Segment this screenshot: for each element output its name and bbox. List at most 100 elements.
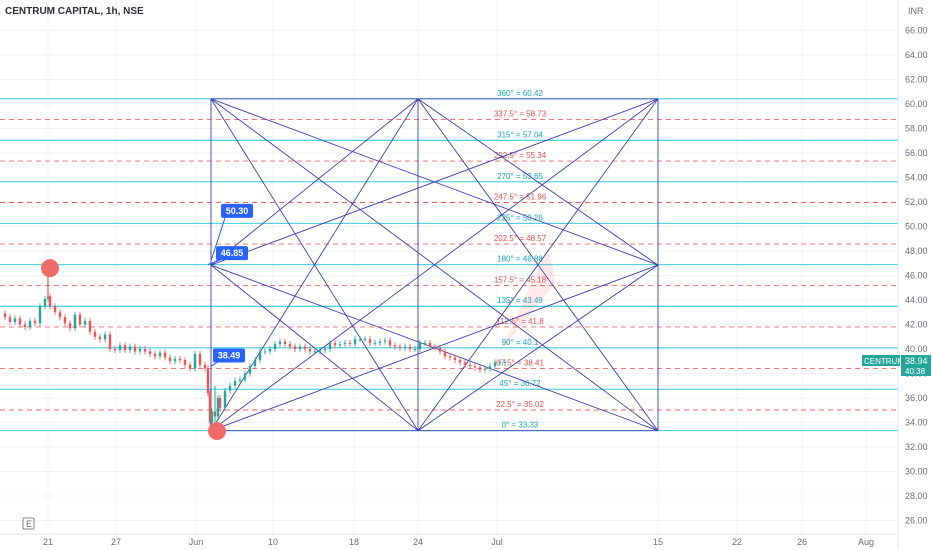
candle-body [313, 351, 317, 353]
candle-body [478, 367, 482, 370]
candle-body [143, 349, 147, 352]
candle-body [128, 346, 132, 351]
pivot-markers [41, 259, 226, 441]
gann-square-line [210, 264, 419, 432]
candle-body [323, 349, 327, 351]
candle-body [210, 411, 214, 423]
candle-body [83, 320, 87, 325]
candle-body [58, 312, 62, 318]
price-badge-pointer [207, 259, 221, 265]
candle-body [373, 342, 377, 344]
candle-body [63, 317, 67, 324]
candle-body [193, 353, 197, 369]
price-tick-label: 40.00 [905, 344, 928, 354]
gann-square-lines [210, 98, 659, 432]
gann-square-line [210, 98, 659, 432]
candle-body [163, 352, 167, 358]
gann-level-label: 270° = 53.65 [497, 172, 543, 181]
price-tick-label: 32.00 [905, 442, 928, 452]
candle-body [503, 361, 507, 363]
candle-body [303, 346, 307, 349]
candle-body [388, 340, 392, 346]
time-axis[interactable]: 21 27 Jun 10 18 24 Jul 15 22 26 Aug [0, 533, 898, 547]
gann-level-label: 337.5° = 58.73 [494, 110, 547, 119]
candle-body [268, 349, 272, 352]
gann-levels: 360° = 60.42 337.5° = 58.73 315° = 57.04 29… [0, 89, 898, 432]
candle-body [393, 345, 397, 347]
candle-body [328, 342, 332, 349]
gann-level-label: 135° = 43.49 [497, 296, 543, 305]
forecast-cone [500, 248, 556, 352]
candle-body [398, 346, 402, 348]
candle-body [223, 390, 227, 408]
candle-body [358, 339, 362, 341]
candle-body [53, 306, 57, 313]
time-tick-label: 26 [797, 537, 807, 547]
candle-body [28, 320, 32, 327]
price-tag-symbol: CENTRUM [864, 357, 904, 366]
e-button[interactable]: E [22, 517, 35, 530]
candle-body [258, 351, 262, 361]
candle-body [13, 318, 17, 323]
price-series [3, 268, 507, 429]
candle-body [413, 349, 417, 350]
candle-body [458, 360, 462, 363]
candle-body [208, 393, 212, 423]
candle-body [263, 351, 267, 353]
candle-body [113, 349, 117, 351]
gann-level-label: 292.5° = 55.34 [494, 151, 547, 160]
candle-body [338, 344, 342, 346]
time-tick-label: Aug [858, 537, 874, 547]
candle-body [43, 298, 47, 307]
time-tick-label: 15 [653, 537, 663, 547]
candle-body [348, 342, 352, 345]
candle-body [308, 349, 312, 352]
price-tick-label: 48.00 [905, 246, 928, 256]
candle-body [293, 346, 297, 349]
price-tick-label: 64.00 [905, 50, 928, 60]
gann-level-label: 0° = 33.33 [502, 421, 539, 430]
candle-body [383, 340, 387, 342]
price-tick-label: 44.00 [905, 295, 928, 305]
candle-body [463, 362, 467, 365]
gann-square-line [210, 98, 419, 266]
time-tick-label: Jun [189, 537, 204, 547]
candle-body [33, 320, 37, 324]
candle-body [248, 366, 252, 374]
price-tick-label: 62.00 [905, 75, 928, 85]
candle-body [498, 362, 502, 364]
candle-body [353, 339, 357, 345]
currency-label: INR [908, 6, 924, 16]
price-axis[interactable]: 66.00 64.00 62.00 60.00 58.00 56.00 54.00 52.00… [897, 0, 932, 550]
candle-body [23, 324, 27, 327]
candle-body [118, 345, 122, 351]
price-tag: CENTRUM 38.94 40:38 [862, 355, 931, 376]
price-badge-pointer [210, 217, 226, 261]
candle-body [218, 398, 222, 408]
candle-body [78, 314, 82, 325]
candle-body [183, 360, 187, 365]
e-button-label: E [26, 519, 32, 529]
candle-body [198, 353, 202, 365]
gann-level-label: 202.5° = 48.57 [494, 234, 547, 243]
candle-body [488, 366, 492, 369]
candle-body [203, 364, 207, 369]
candle-body [273, 344, 277, 349]
candle-body [363, 339, 367, 341]
candle-body [103, 334, 107, 340]
candle-body [368, 339, 372, 343]
price-tick-label: 46.00 [905, 271, 928, 281]
candle-body [216, 398, 220, 417]
price-tick-label: 66.00 [905, 26, 928, 36]
candle-body [423, 342, 427, 344]
candle-body [438, 347, 442, 352]
candle-body [238, 379, 242, 381]
price-badge [213, 348, 245, 363]
gann-level-label: 157.5° = 45.18 [494, 276, 547, 285]
forecast-cone-shape [500, 248, 556, 352]
time-tick-label: 27 [111, 537, 121, 547]
candle-body [448, 356, 452, 358]
price-tick-label: 60.00 [905, 99, 928, 109]
grid-lines [0, 0, 898, 534]
